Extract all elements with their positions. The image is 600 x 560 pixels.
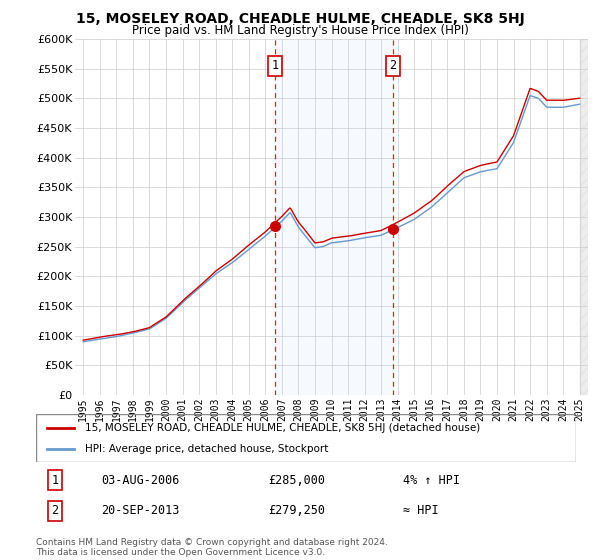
Text: ≈ HPI: ≈ HPI	[403, 505, 439, 517]
Text: Price paid vs. HM Land Registry's House Price Index (HPI): Price paid vs. HM Land Registry's House …	[131, 24, 469, 37]
Text: 2: 2	[389, 59, 397, 72]
Text: Contains HM Land Registry data © Crown copyright and database right 2024.
This d: Contains HM Land Registry data © Crown c…	[36, 538, 388, 557]
Text: £279,250: £279,250	[268, 505, 325, 517]
Text: 03-AUG-2006: 03-AUG-2006	[101, 474, 179, 487]
Text: HPI: Average price, detached house, Stockport: HPI: Average price, detached house, Stoc…	[85, 444, 328, 454]
Text: 4% ↑ HPI: 4% ↑ HPI	[403, 474, 460, 487]
Text: 1: 1	[52, 474, 58, 487]
Text: 15, MOSELEY ROAD, CHEADLE HULME, CHEADLE, SK8 5HJ (detached house): 15, MOSELEY ROAD, CHEADLE HULME, CHEADLE…	[85, 423, 480, 433]
Text: £285,000: £285,000	[268, 474, 325, 487]
Text: 20-SEP-2013: 20-SEP-2013	[101, 505, 179, 517]
Text: 15, MOSELEY ROAD, CHEADLE HULME, CHEADLE, SK8 5HJ: 15, MOSELEY ROAD, CHEADLE HULME, CHEADLE…	[76, 12, 524, 26]
Bar	[275, 39, 393, 395]
Bar	[580, 39, 588, 395]
Text: 1: 1	[271, 59, 278, 72]
Text: 2: 2	[52, 505, 58, 517]
